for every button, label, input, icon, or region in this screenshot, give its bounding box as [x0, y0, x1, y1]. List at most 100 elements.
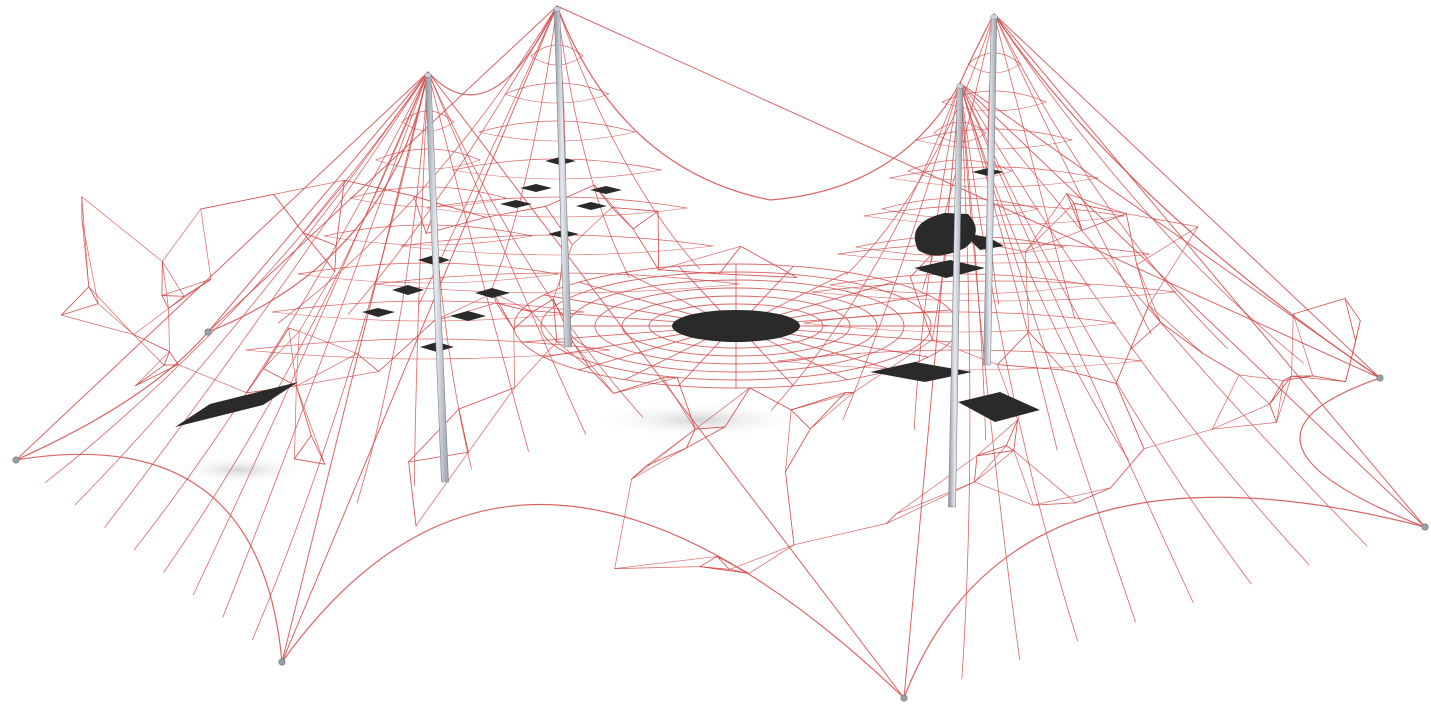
ground-anchor: [1421, 523, 1429, 531]
rope: [1136, 264, 1161, 323]
rope: [458, 408, 469, 453]
rope: [177, 364, 248, 394]
mast-cap: [553, 6, 561, 12]
climbing-pad: [918, 264, 975, 278]
rope: [163, 71, 429, 573]
rope: [699, 566, 750, 574]
rope: [334, 245, 337, 272]
rope: [545, 184, 595, 207]
rope: [246, 368, 264, 394]
rope: [273, 179, 345, 195]
rope: [88, 286, 134, 335]
rope: [974, 455, 978, 483]
rope: [909, 276, 933, 341]
rope: [1211, 403, 1270, 430]
rope: [288, 327, 300, 332]
rope: [614, 566, 701, 569]
rope: [811, 291, 1177, 302]
rope: [694, 387, 751, 430]
rope: [1032, 487, 1112, 506]
rope: [842, 82, 961, 421]
rope: [1283, 375, 1292, 381]
rope: [724, 387, 751, 428]
rope: [1115, 383, 1145, 450]
rope: [281, 71, 429, 663]
rope: [974, 481, 1034, 506]
rope: [895, 481, 975, 515]
rope: [492, 292, 515, 330]
rope: [427, 71, 529, 452]
rope: [452, 169, 662, 180]
rope: [161, 295, 169, 309]
rope: [1269, 375, 1292, 405]
rope: [375, 159, 481, 170]
rope: [295, 385, 312, 436]
rope: [1269, 403, 1277, 423]
rope: [1292, 313, 1314, 377]
rope: [310, 435, 326, 465]
rope: [997, 364, 1065, 371]
rope: [716, 556, 731, 570]
rope: [959, 82, 1310, 566]
rope: [1125, 213, 1199, 228]
rope: [694, 426, 726, 430]
rope: [281, 503, 905, 699]
rope: [478, 120, 636, 133]
rope: [374, 283, 740, 294]
center-net-spoke: [751, 265, 794, 311]
rope: [513, 311, 533, 330]
rope: [811, 280, 1177, 293]
climbing-pad: [958, 392, 1040, 422]
rope: [686, 428, 696, 449]
rope: [495, 302, 515, 330]
rope: [168, 295, 185, 309]
climbing-pads: [175, 157, 1040, 427]
climbing-pad: [590, 186, 622, 194]
rope: [959, 82, 1381, 379]
rope: [997, 331, 1030, 365]
rope: [298, 271, 336, 332]
rope: [895, 455, 978, 515]
rope: [161, 261, 169, 309]
rope: [1276, 375, 1292, 423]
rope: [168, 308, 170, 352]
rope: [785, 428, 811, 473]
rope: [1299, 377, 1426, 528]
rope: [1211, 374, 1240, 430]
rope: [532, 298, 554, 313]
rope: [413, 71, 429, 487]
rope: [161, 278, 212, 296]
rope: [913, 82, 961, 431]
rope: [478, 131, 636, 142]
rope: [323, 235, 533, 246]
center-net-spoke: [766, 271, 848, 313]
rope: [1081, 213, 1127, 231]
rope: [298, 331, 358, 354]
center-net-spoke: [779, 336, 894, 371]
rope: [790, 409, 811, 430]
center-net-spoke: [789, 294, 929, 319]
rope: [335, 179, 345, 246]
center-net-spoke: [751, 341, 794, 387]
center-net-spoke: [766, 339, 848, 381]
rope: [74, 71, 429, 506]
rope: [1312, 375, 1346, 382]
rope: [348, 5, 558, 315]
climbing-pad: [450, 311, 486, 321]
rope: [1148, 304, 1161, 323]
rope: [263, 327, 290, 369]
climbing-pad: [475, 288, 510, 298]
rope: [1075, 487, 1112, 504]
rope: [809, 392, 854, 430]
rope: [488, 5, 558, 297]
center-net-spoke: [779, 281, 894, 316]
rope: [288, 327, 297, 387]
rope: [748, 544, 795, 574]
rope: [785, 471, 795, 546]
rope: [837, 253, 1151, 264]
rope: [97, 303, 134, 335]
mast-cap: [424, 72, 432, 78]
rope: [611, 207, 659, 212]
rope: [959, 82, 1021, 661]
rope: [976, 419, 1019, 457]
